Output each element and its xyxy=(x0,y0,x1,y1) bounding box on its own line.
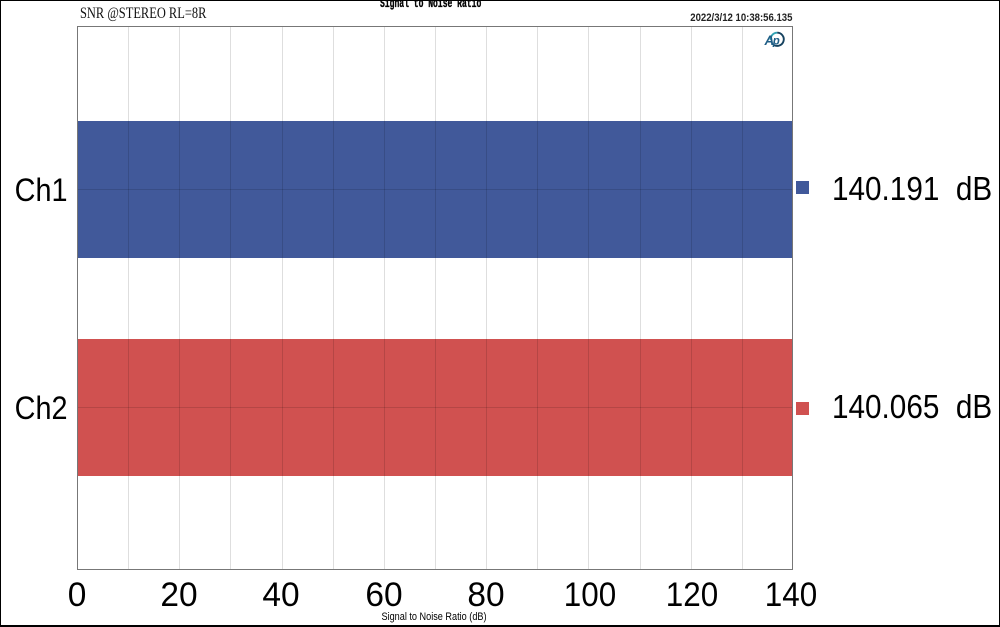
svg-text:A: A xyxy=(764,32,774,47)
svg-text:p: p xyxy=(772,35,780,47)
